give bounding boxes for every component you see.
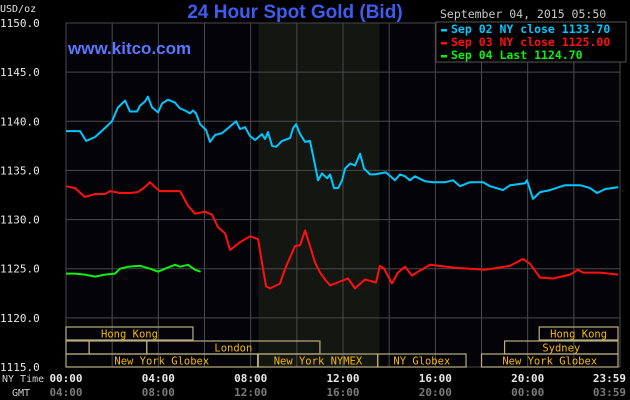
session-box bbox=[480, 353, 619, 368]
y-tick-label: 1125.0 bbox=[0, 263, 40, 276]
x-tick-label: 04:00 bbox=[142, 372, 175, 385]
x-tick-label: 08:00 bbox=[234, 372, 267, 385]
session-box bbox=[65, 326, 194, 341]
session-label: New York NYMEX bbox=[274, 356, 363, 368]
price-lines bbox=[65, 95, 619, 290]
x-tick-label: 23:59 bbox=[593, 372, 626, 385]
x-tick-label: 16:00 bbox=[419, 372, 452, 385]
x-tick-label: 00:00 bbox=[49, 372, 82, 385]
x-tick-label: 12:00 bbox=[234, 386, 267, 399]
series-line bbox=[66, 263, 201, 278]
x-tick-label: 04:00 bbox=[49, 386, 82, 399]
website-watermark: www.kitco.com bbox=[67, 39, 191, 58]
y-axis-label: USD/oz bbox=[0, 4, 36, 15]
chart-title: 24 Hour Spot Gold (Bid) bbox=[187, 2, 402, 23]
legend-swatch bbox=[441, 29, 447, 32]
session-box bbox=[538, 326, 619, 341]
session-label: Hong Kong bbox=[101, 329, 158, 341]
legend-swatch bbox=[441, 42, 447, 45]
axes: 1150.0 1145.0 1140.0 1135.0 1130.0 1125.0 1120… bbox=[0, 17, 626, 399]
nymex-shaded-period bbox=[258, 23, 380, 367]
y-tick-label: 1120.0 bbox=[0, 312, 40, 325]
y-tick-label: 1130.0 bbox=[0, 214, 40, 227]
session-label: New York Globex bbox=[114, 356, 209, 368]
x-axis-row-label: NY Time bbox=[2, 374, 44, 385]
legend-entry: Sep 02 NY close 1133.70 bbox=[451, 22, 610, 36]
x-tick-label: 16:00 bbox=[326, 386, 359, 399]
session-label: NY Globex bbox=[393, 356, 450, 368]
session-box bbox=[65, 353, 259, 368]
legend-entry: Sep 03 NY close 1125.00 bbox=[451, 35, 610, 49]
y-tick-label: 1135.0 bbox=[0, 164, 40, 177]
series-line bbox=[65, 181, 619, 290]
x-axis-row-label: GMT bbox=[12, 388, 30, 399]
y-tick-label: 1115.0 bbox=[0, 361, 40, 374]
y-tick-label: 1140.0 bbox=[0, 115, 40, 128]
legend-box bbox=[435, 21, 627, 63]
x-tick-label: 03:59 bbox=[593, 386, 626, 399]
series-line bbox=[66, 95, 619, 200]
legend-swatch bbox=[441, 55, 447, 58]
x-tick-label: 08:00 bbox=[142, 386, 175, 399]
legend-entry: Sep 04 Last 1124.70 bbox=[451, 48, 583, 62]
timestamp: September 04, 2015 05:50 bbox=[440, 7, 606, 21]
x-tick-label: 00:00 bbox=[511, 386, 544, 399]
session-box bbox=[377, 353, 467, 368]
session-label: New York Globex bbox=[502, 356, 597, 368]
session-label: Hong Kong bbox=[550, 329, 607, 341]
session-label: London bbox=[214, 343, 252, 355]
session-label: Sydney bbox=[542, 343, 580, 355]
x-tick-label: 20:00 bbox=[511, 372, 544, 385]
y-tick-label: 1145.0 bbox=[0, 66, 40, 79]
x-tick-label: 12:00 bbox=[326, 372, 359, 385]
y-tick-label: 1150.0 bbox=[0, 17, 40, 30]
x-tick-label: 20:00 bbox=[419, 386, 452, 399]
